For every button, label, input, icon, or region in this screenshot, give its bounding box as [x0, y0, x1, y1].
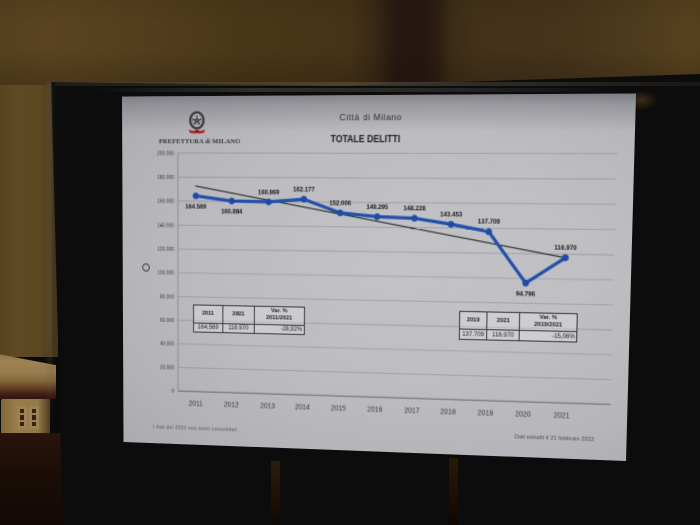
svg-text:2018: 2018	[440, 409, 456, 417]
svg-text:180.000: 180.000	[157, 175, 174, 181]
svg-text:149.295: 149.295	[366, 204, 389, 211]
svg-text:2013: 2013	[260, 403, 275, 411]
svg-text:160.869: 160.869	[258, 190, 280, 196]
svg-text:148.228: 148.228	[404, 206, 427, 213]
svg-text:2017: 2017	[404, 407, 420, 415]
svg-text:0: 0	[172, 389, 175, 395]
svg-text:80.000: 80.000	[160, 294, 175, 300]
svg-text:40.000: 40.000	[160, 341, 175, 347]
svg-text:2020: 2020	[515, 411, 531, 419]
svg-text:94.796: 94.796	[516, 292, 536, 299]
svg-text:160.884: 160.884	[221, 209, 243, 215]
svg-text:152.006: 152.006	[329, 201, 351, 208]
svg-text:2019: 2019	[477, 410, 493, 418]
svg-text:100.000: 100.000	[157, 270, 174, 276]
svg-text:2016: 2016	[367, 406, 383, 414]
svg-text:20.000: 20.000	[160, 365, 175, 372]
svg-text:2011: 2011	[189, 400, 203, 408]
svg-text:2014: 2014	[295, 404, 310, 412]
svg-text:116.970: 116.970	[554, 245, 577, 252]
svg-text:200.000: 200.000	[157, 151, 174, 157]
svg-text:160.000: 160.000	[157, 199, 174, 205]
svg-text:140.000: 140.000	[157, 223, 174, 229]
svg-text:164.569: 164.569	[185, 204, 207, 210]
svg-text:143.453: 143.453	[440, 212, 463, 219]
svg-text:2012: 2012	[224, 402, 239, 410]
svg-text:60.000: 60.000	[160, 318, 175, 324]
svg-text:162.177: 162.177	[293, 187, 315, 193]
svg-text:120.000: 120.000	[157, 246, 174, 252]
svg-text:2021: 2021	[554, 412, 570, 420]
svg-text:2015: 2015	[331, 405, 346, 413]
svg-text:137.709: 137.709	[478, 219, 501, 226]
